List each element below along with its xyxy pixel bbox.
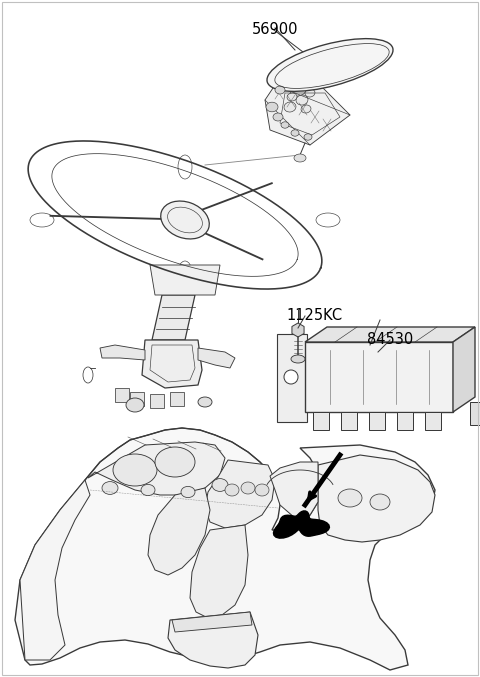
Polygon shape bbox=[453, 327, 475, 412]
Polygon shape bbox=[170, 392, 184, 406]
Ellipse shape bbox=[294, 154, 306, 162]
Polygon shape bbox=[142, 340, 202, 388]
Polygon shape bbox=[313, 412, 329, 430]
Polygon shape bbox=[198, 348, 235, 368]
Ellipse shape bbox=[155, 447, 195, 477]
Ellipse shape bbox=[198, 397, 212, 407]
Polygon shape bbox=[130, 392, 144, 406]
Ellipse shape bbox=[273, 113, 283, 121]
Ellipse shape bbox=[281, 122, 289, 128]
Ellipse shape bbox=[284, 102, 296, 112]
Polygon shape bbox=[274, 511, 329, 538]
Polygon shape bbox=[277, 334, 307, 422]
Ellipse shape bbox=[305, 89, 315, 97]
Ellipse shape bbox=[126, 398, 144, 412]
Ellipse shape bbox=[296, 95, 308, 105]
Ellipse shape bbox=[370, 494, 390, 510]
Polygon shape bbox=[150, 265, 220, 295]
Ellipse shape bbox=[338, 489, 362, 507]
Ellipse shape bbox=[287, 93, 297, 101]
Ellipse shape bbox=[304, 134, 312, 140]
Polygon shape bbox=[318, 455, 435, 542]
Ellipse shape bbox=[113, 454, 157, 486]
Polygon shape bbox=[20, 480, 90, 660]
Polygon shape bbox=[190, 525, 248, 618]
Ellipse shape bbox=[255, 484, 269, 496]
Polygon shape bbox=[15, 428, 435, 670]
Polygon shape bbox=[470, 402, 480, 425]
Polygon shape bbox=[148, 488, 210, 575]
Text: 1125KC: 1125KC bbox=[287, 308, 343, 323]
Polygon shape bbox=[152, 295, 195, 340]
Polygon shape bbox=[150, 394, 164, 408]
Ellipse shape bbox=[291, 130, 299, 136]
Ellipse shape bbox=[284, 370, 298, 384]
Polygon shape bbox=[205, 460, 275, 528]
Ellipse shape bbox=[102, 481, 118, 494]
Polygon shape bbox=[172, 612, 252, 632]
Ellipse shape bbox=[225, 484, 239, 496]
Ellipse shape bbox=[161, 201, 209, 239]
Ellipse shape bbox=[266, 102, 278, 112]
Ellipse shape bbox=[291, 355, 305, 363]
Polygon shape bbox=[425, 412, 441, 430]
Polygon shape bbox=[168, 612, 258, 668]
Polygon shape bbox=[115, 388, 129, 402]
Ellipse shape bbox=[212, 479, 228, 492]
Polygon shape bbox=[369, 412, 385, 430]
Polygon shape bbox=[265, 85, 350, 145]
Ellipse shape bbox=[301, 105, 311, 113]
Polygon shape bbox=[88, 442, 225, 495]
Ellipse shape bbox=[267, 39, 393, 91]
Ellipse shape bbox=[290, 84, 306, 96]
Polygon shape bbox=[100, 345, 145, 360]
Polygon shape bbox=[397, 412, 413, 430]
Polygon shape bbox=[305, 342, 453, 412]
Ellipse shape bbox=[141, 485, 155, 496]
Ellipse shape bbox=[241, 482, 255, 494]
Text: 56900: 56900 bbox=[252, 22, 298, 37]
Polygon shape bbox=[341, 412, 357, 430]
Polygon shape bbox=[270, 462, 318, 518]
Ellipse shape bbox=[181, 486, 195, 498]
Text: 84530: 84530 bbox=[367, 332, 413, 347]
Ellipse shape bbox=[275, 86, 285, 94]
Polygon shape bbox=[305, 327, 475, 342]
Polygon shape bbox=[292, 323, 304, 337]
